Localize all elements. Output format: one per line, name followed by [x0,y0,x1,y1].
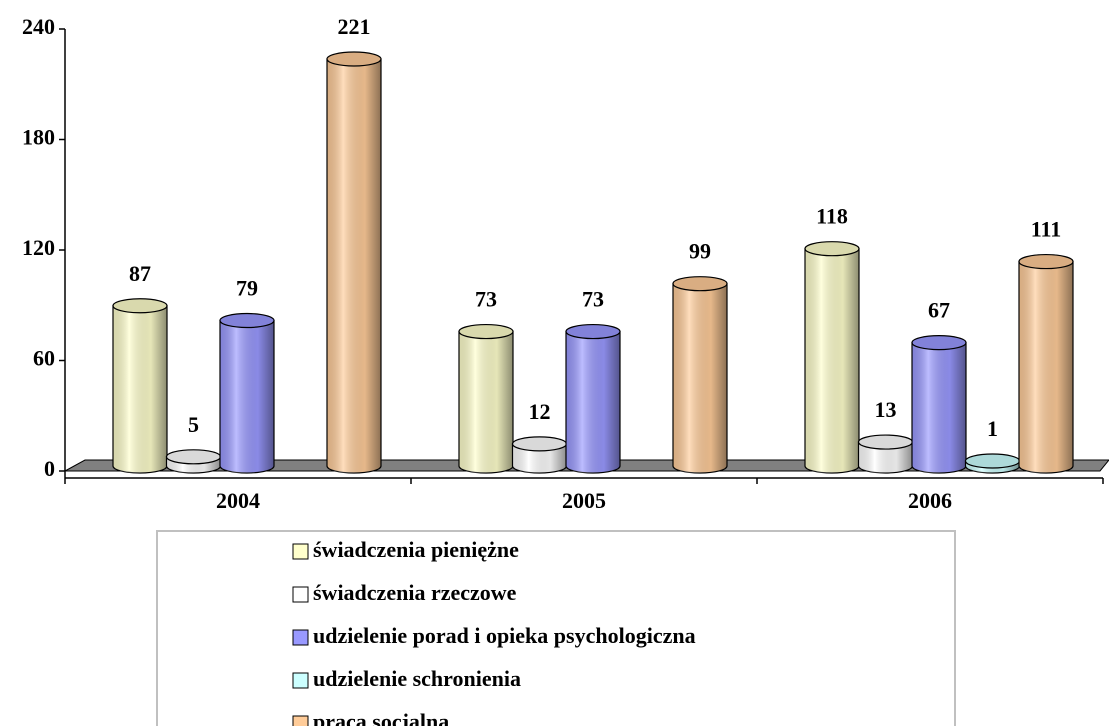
legend-label: praca socjalna [313,709,449,726]
bar-top-shade [113,298,167,313]
bar-shade [912,342,966,473]
value-label: 99 [689,239,711,264]
bar-top-shade [220,313,274,328]
bar-shade [805,248,859,473]
y-tick-label: 120 [22,235,55,260]
x-tick-label: 2006 [908,488,952,513]
bar-shade [566,331,620,473]
value-label: 79 [236,276,258,301]
bar-top [804,241,860,257]
value-label: 118 [816,204,848,229]
bar-top-shade [805,241,859,256]
bar-top-shade [858,435,913,450]
bar-shade [113,305,167,473]
x-tick-label: 2005 [562,488,606,513]
x-tick-label: 2004 [216,488,260,513]
bar-top-shade [512,436,567,451]
legend-swatch [292,586,309,603]
bar-shade [1019,261,1073,473]
bar-top-shade [912,335,966,350]
value-label: 73 [475,287,497,312]
bar-top-shade [327,51,381,66]
y-tick-label: 0 [44,456,55,481]
value-label: 111 [1031,217,1062,242]
y-tick-label: 180 [22,125,55,150]
bar-shade [512,443,567,474]
legend-label: świadczenia pieniężne [313,537,519,562]
bar-top [326,51,382,67]
legend-swatch [292,543,309,560]
bar-top [1018,253,1074,270]
bar-top-shade [166,449,221,464]
legend-swatch [292,672,309,689]
legend-swatch [292,629,309,646]
bar-top [672,276,728,292]
bar-shade [673,283,727,473]
legend-label: udzielenie porad i opieka psychologiczna [313,623,696,648]
bar-top [565,323,621,340]
bar-top [219,312,275,329]
legend-label: udzielenie schronienia [313,666,521,691]
bar-top [458,323,514,340]
bar-shade [459,331,513,473]
value-label: 87 [129,261,151,286]
value-label: 13 [875,397,897,422]
bar-top [911,335,967,351]
y-tick-label: 60 [33,346,55,371]
value-label: 12 [529,399,551,424]
value-label: 1 [987,416,998,441]
bar-top-shade [965,454,1020,468]
value-label: 73 [582,287,604,312]
bar-top-shade [1019,254,1073,269]
legend-label: świadczenia rzeczowe [313,580,517,605]
y-tick-label: 240 [22,14,55,39]
bar-top [112,298,168,314]
bar-top-shade [566,324,620,339]
legend [156,530,956,726]
bar-shade [858,442,913,473]
bar-top-shade [673,276,727,291]
bar-shade [220,320,274,473]
value-label: 221 [338,14,371,39]
legend-swatch [292,715,309,726]
bar-shade [327,58,381,473]
value-label: 67 [928,298,950,323]
value-label: 5 [188,412,199,437]
bar-top-shade [459,324,513,339]
